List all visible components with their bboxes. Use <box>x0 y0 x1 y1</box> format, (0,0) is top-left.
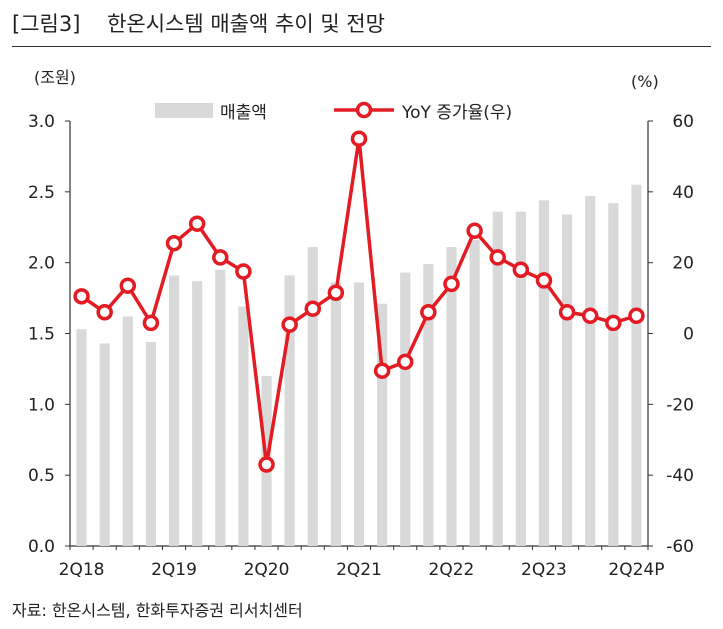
left-tick-label: 1.5 <box>28 325 55 345</box>
left-tick-label: 2.5 <box>28 183 55 203</box>
x-tick-label: 2Q19 <box>151 560 197 580</box>
sales-bar <box>284 275 295 546</box>
sales-bar <box>538 200 550 547</box>
left-tick-label: 0.0 <box>28 537 55 557</box>
yoy-point <box>73 288 90 305</box>
yoy-point <box>373 362 391 379</box>
sales-bar <box>561 214 573 546</box>
legend-line-marker <box>355 101 373 119</box>
yoy-point <box>581 307 599 325</box>
bar-series-sales <box>76 184 642 547</box>
left-tick-label: 1.0 <box>28 395 55 415</box>
sales-bar <box>145 342 157 546</box>
sales-bar <box>631 184 642 546</box>
sales-bar <box>377 303 388 546</box>
yoy-point <box>188 215 206 232</box>
yoy-point <box>350 130 368 147</box>
right-tick-label: -60 <box>666 537 694 557</box>
right-tick-label: -20 <box>666 395 694 415</box>
right-tick-label: 40 <box>672 183 694 203</box>
title-divider <box>12 46 711 47</box>
yoy-point <box>258 456 275 473</box>
sales-bar <box>215 269 226 546</box>
sales-bar <box>168 275 180 546</box>
axis-labels: 0.0 0.5 1.0 1.5 2.0 2.5 3.0 -60 -40 -20 0 20 40 60 (조원… <box>28 68 694 580</box>
sales-bar <box>469 240 480 546</box>
sales-bar <box>585 196 596 547</box>
sales-bar <box>492 211 503 546</box>
yoy-point <box>443 275 460 293</box>
sales-bar <box>400 272 411 546</box>
yoy-point <box>165 234 183 252</box>
x-tick-label: 2Q18 <box>59 560 105 580</box>
x-tick-label: 2Q20 <box>244 560 290 580</box>
yoy-point <box>142 314 160 332</box>
combo-chart: 0.0 0.5 1.0 1.5 2.0 2.5 3.0 -60 -40 -20 0 20 40 60 (조원… <box>28 68 694 580</box>
yoy-point <box>212 249 229 266</box>
line-series-yoy <box>73 130 645 473</box>
yoy-point <box>558 304 576 321</box>
legend-line-label: YoY 증가율(우) <box>401 103 512 123</box>
sales-bar <box>608 203 619 546</box>
sales-bar <box>192 281 203 546</box>
sales-bar <box>446 247 457 547</box>
yoy-point <box>628 307 645 325</box>
yoy-point <box>489 249 506 266</box>
x-tick-label: 2Q23 <box>521 560 567 580</box>
right-unit-label: (%) <box>631 72 659 91</box>
yoy-point <box>466 222 483 240</box>
left-tick-label: 2.0 <box>28 254 55 274</box>
left-unit-label: (조원) <box>34 68 76 87</box>
yoy-point <box>96 304 113 321</box>
yoy-point <box>605 314 622 332</box>
x-tick-label: 2Q24P <box>608 560 664 580</box>
sales-bar <box>515 211 526 546</box>
sales-bar <box>353 282 365 546</box>
legend-bar-swatch <box>155 103 213 118</box>
x-tick-label: 2Q21 <box>336 560 382 580</box>
yoy-point <box>420 304 437 321</box>
yoy-point <box>512 261 530 278</box>
x-tick-label: 2Q22 <box>429 560 475 580</box>
yoy-point <box>535 272 553 289</box>
left-tick-label: 0.5 <box>28 466 55 486</box>
yoy-point <box>235 263 252 280</box>
right-tick-label: 0 <box>683 325 694 345</box>
yoy-point <box>304 300 322 317</box>
sales-bar <box>76 329 87 546</box>
sales-bar <box>423 264 434 546</box>
sales-bar <box>307 247 318 547</box>
yoy-point <box>327 284 345 302</box>
legend-bar-label: 매출액 <box>220 103 267 123</box>
figure-title: [그림3] 한온시스템 매출액 추이 및 전망 <box>12 12 385 36</box>
right-tick-label: 60 <box>672 112 694 132</box>
left-tick-label: 3.0 <box>28 112 55 132</box>
yoy-point <box>281 316 298 333</box>
figure-source: 자료: 한온시스템, 한화투자증권 리서치센터 <box>12 601 303 620</box>
yoy-point <box>396 353 414 371</box>
sales-bar <box>99 343 110 546</box>
sales-bar <box>330 282 341 546</box>
right-tick-label: -40 <box>666 466 694 486</box>
sales-bar <box>122 316 133 546</box>
chart-legend: 매출액 YoY 증가율(우) <box>155 101 512 123</box>
sales-bar <box>238 306 249 546</box>
yoy-point <box>119 277 137 294</box>
right-tick-label: 20 <box>672 254 694 274</box>
